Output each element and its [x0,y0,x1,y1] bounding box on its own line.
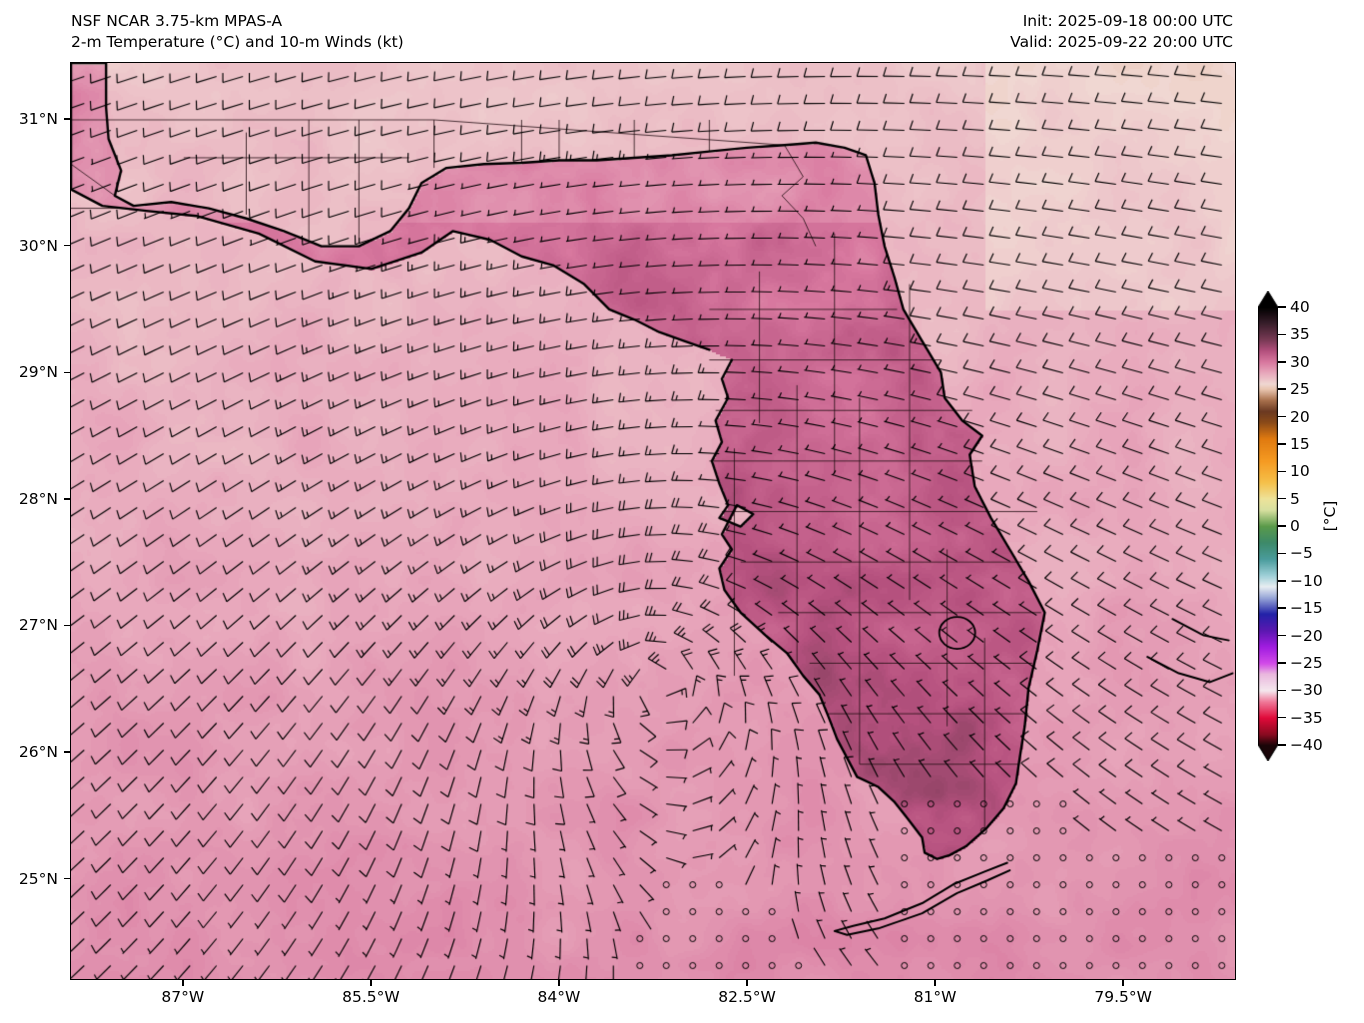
colorbar-tick-label: −30 [1290,681,1323,700]
colorbar-tick [1278,552,1286,555]
colorbar-tick [1278,306,1286,308]
colorbar-tick [1278,662,1286,664]
map-plot-area[interactable] [70,62,1236,980]
y-axis-tick [64,878,70,880]
x-axis-label: 79.5°W [1094,988,1152,1006]
valid-time: Valid: 2025-09-22 20:00 UTC [1010,33,1233,51]
x-axis-tick [934,980,936,986]
colorbar-tick [1278,580,1286,582]
colorbar-tick [1278,443,1286,445]
colorbar-tick [1278,744,1286,746]
colorbar-tick [1278,607,1286,609]
colorbar-tick [1278,497,1286,500]
x-axis-tick [746,980,748,986]
temperature-wind-map [71,63,1235,979]
colorbar-tick-label: 5 [1290,489,1300,508]
colorbar-tick [1278,689,1286,691]
header-time-info: Init: 2025-09-18 00:00 UTC Valid: 2025-0… [1010,11,1233,53]
temperature-colorbar[interactable] [1258,291,1278,761]
header-model-info: NSF NCAR 3.75-km MPAS-A 2-m Temperature … [71,11,404,53]
x-axis-label: 81°W [913,988,957,1006]
colorbar-tick-label: −15 [1290,599,1323,618]
x-axis-tick [182,980,184,986]
colorbar-tick-label: 35 [1290,325,1310,344]
colorbar-tick-label: 25 [1290,380,1310,399]
colorbar-tick [1278,388,1286,390]
y-axis-tick [64,118,70,120]
y-axis-tick [64,498,70,500]
colorbar-tick-label: −35 [1290,708,1323,727]
field-description: 2-m Temperature (°C) and 10-m Winds (kt) [71,33,404,51]
colorbar-tick-label: −40 [1290,736,1323,754]
y-axis-label: 31°N [18,109,58,128]
y-axis-label: 26°N [18,743,58,762]
colorbar-tick [1278,333,1286,336]
x-axis-label: 85.5°W [342,988,400,1006]
colorbar-tick [1278,415,1286,418]
x-axis-tick [370,980,372,986]
colorbar-tick [1278,361,1286,363]
y-axis-label: 25°N [18,869,58,888]
colorbar-tick [1278,525,1286,527]
y-axis-tick [64,624,70,627]
x-axis-tick [558,980,560,986]
colorbar-tick-label: −10 [1290,571,1323,590]
y-axis-label: 29°N [18,363,58,382]
colorbar-tick-label: 20 [1290,407,1310,426]
x-axis-label: 82.5°W [718,988,776,1006]
model-name: NSF NCAR 3.75-km MPAS-A [71,12,283,30]
init-time: Init: 2025-09-18 00:00 UTC [1022,12,1233,30]
y-axis-tick [64,751,70,753]
colorbar-unit-label: [°C] [1321,500,1339,532]
colorbar-tick-label: −20 [1290,626,1323,645]
colorbar-tick-label: 40 [1290,298,1310,316]
y-axis-label: 30°N [18,236,58,255]
colorbar-tick [1278,470,1286,472]
colorbar-tick-label: −25 [1290,653,1323,672]
y-axis-label: 28°N [18,489,58,508]
colorbar-tick [1278,634,1286,637]
x-axis-label: 84°W [537,988,581,1006]
y-axis-label: 27°N [18,616,58,635]
y-axis-tick [64,371,70,373]
colorbar-tick-label: 0 [1290,517,1300,535]
x-axis-tick [1122,980,1124,986]
colorbar-tick-label: 10 [1290,462,1310,481]
colorbar-tick-label: −5 [1290,544,1313,563]
y-axis-tick [64,244,70,247]
x-axis-label: 87°W [161,988,205,1006]
colorbar-tick-label: 15 [1290,434,1310,453]
colorbar-gradient [1258,291,1278,761]
colorbar-tick [1278,716,1286,719]
colorbar-tick-label: 30 [1290,352,1310,371]
